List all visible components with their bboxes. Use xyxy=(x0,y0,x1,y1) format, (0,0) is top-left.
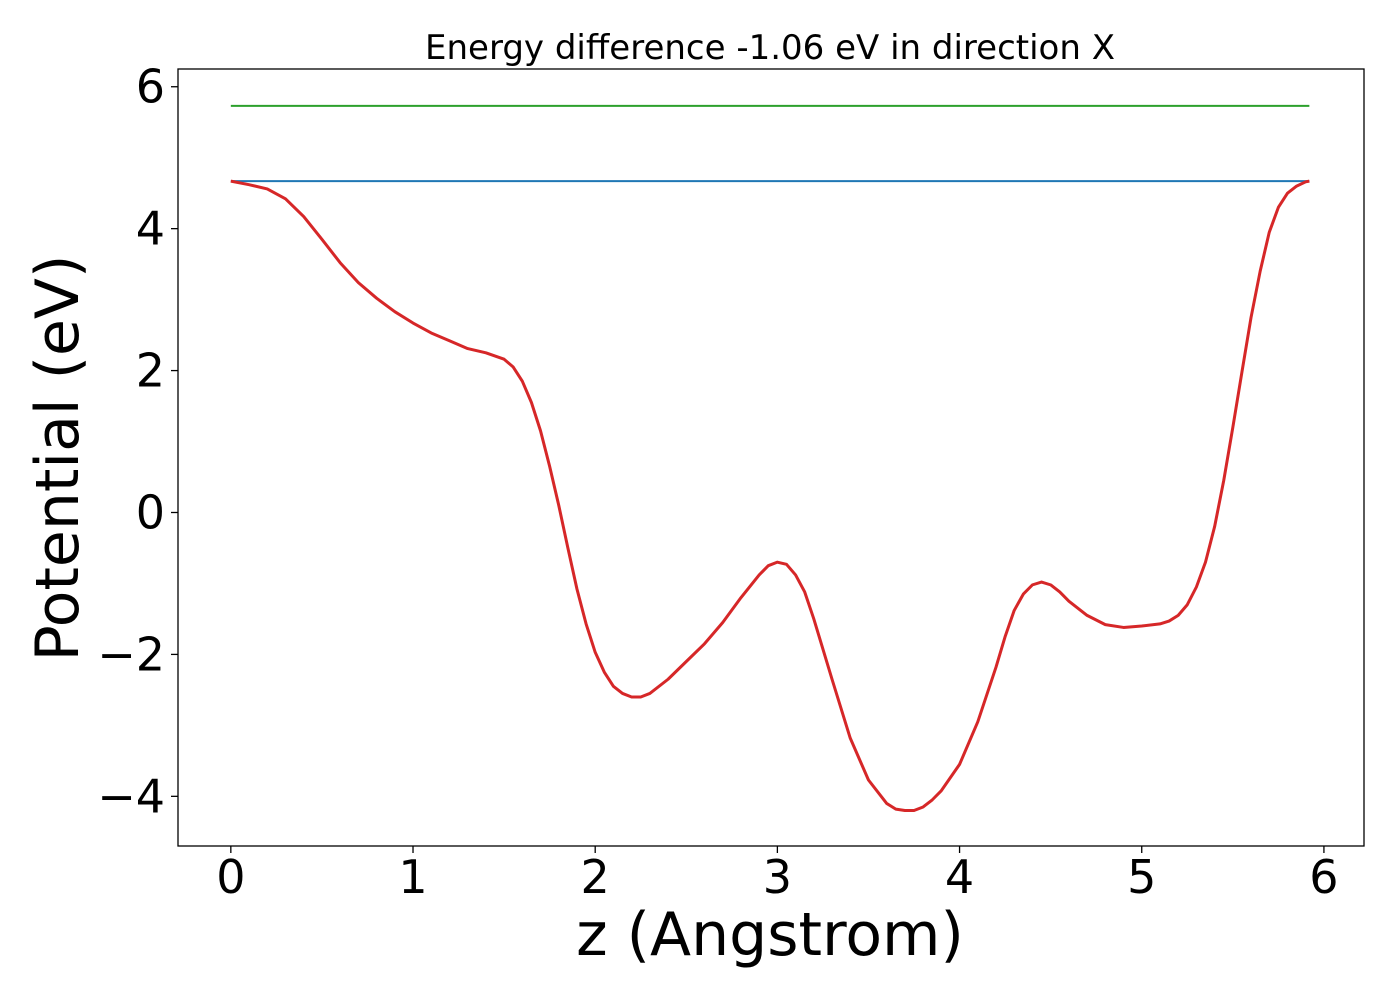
y-axis-label: Potential (eV) xyxy=(23,255,93,662)
y-tick-label: −4 xyxy=(97,769,165,823)
x-tick-label: 1 xyxy=(398,850,427,904)
x-tick-label: 0 xyxy=(216,850,245,904)
x-tick-label: 5 xyxy=(1127,850,1156,904)
x-axis-label: z (Angstrom) xyxy=(576,900,964,970)
y-axis: −4 −2 0 2 4 6 xyxy=(97,60,178,823)
x-tick-label: 3 xyxy=(763,850,792,904)
plot-content xyxy=(230,104,1310,813)
y-tick-label: 2 xyxy=(136,344,165,398)
chart-title: Energy difference -1.06 eV in direction … xyxy=(425,28,1115,68)
y-tick-label: 6 xyxy=(136,60,165,114)
y-tick-label: 0 xyxy=(136,485,165,539)
y-tick-label: 4 xyxy=(136,202,165,256)
x-tick-label: 2 xyxy=(581,850,610,904)
plot-frame xyxy=(177,68,1365,847)
y-tick-label: −2 xyxy=(97,627,165,681)
x-tick-label: 6 xyxy=(1309,850,1338,904)
x-tick-label: 4 xyxy=(945,850,974,904)
x-axis: 0 1 2 3 4 5 6 xyxy=(216,846,1339,904)
series-line-3 xyxy=(230,179,1310,813)
